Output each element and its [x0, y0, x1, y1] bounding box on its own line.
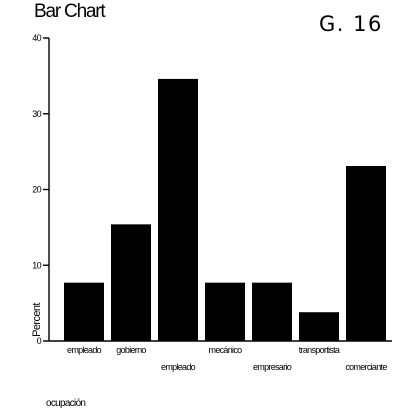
bar — [346, 166, 386, 341]
category-label: empleado — [67, 345, 102, 355]
bar — [205, 282, 245, 341]
bar — [64, 282, 104, 341]
category-labels: empleado gobierno empleado mecánico empresar… — [67, 345, 388, 372]
y-axis: 0 10 20 30 40 Percent — [31, 33, 50, 346]
category-label: empresario — [253, 362, 292, 372]
y-axis-title: Percent — [31, 303, 43, 337]
y-tick-label: 20 — [32, 185, 41, 195]
y-tick-label: 0 — [37, 336, 42, 346]
bar — [158, 78, 198, 341]
category-label: empleado — [161, 362, 196, 372]
chart-title: Bar Chart — [34, 1, 106, 22]
handwritten-figure-label: G. 16 — [319, 12, 383, 36]
category-label: gobierno — [116, 345, 146, 355]
x-axis-title: ocupación — [46, 398, 86, 409]
category-label: comerciante — [345, 362, 387, 372]
bar — [111, 224, 151, 341]
y-tick-label: 40 — [32, 33, 41, 43]
y-tick-label: 30 — [32, 109, 41, 119]
y-tick-label: 10 — [32, 260, 41, 270]
category-label: transportista — [299, 345, 340, 355]
bar — [299, 312, 339, 341]
bars — [64, 78, 386, 341]
category-label: mecánico — [209, 345, 243, 355]
bar — [252, 282, 292, 341]
